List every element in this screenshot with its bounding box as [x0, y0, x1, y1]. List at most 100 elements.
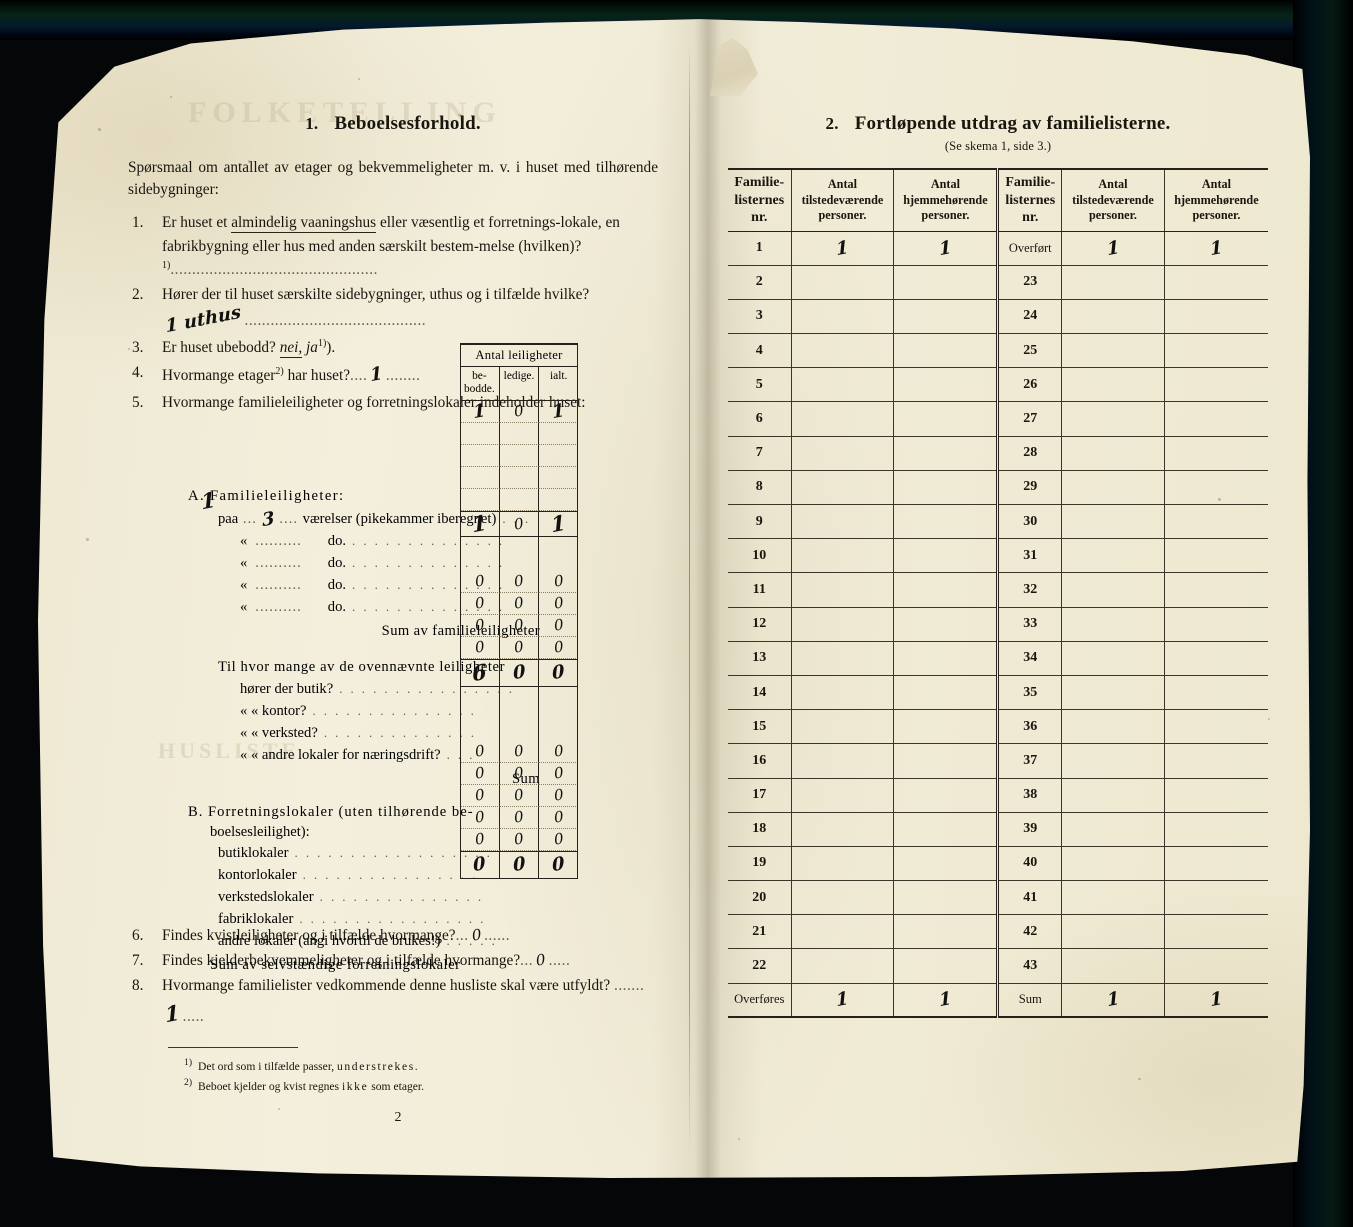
cell-resident-right-4[interactable]: [1164, 367, 1268, 403]
cell-nr-right-0[interactable]: Overført: [997, 231, 1063, 266]
cell-present-right-13[interactable]: [1061, 675, 1165, 711]
question-4-leader-post[interactable]: ........: [385, 367, 421, 385]
cell-nr-right-3[interactable]: 25: [997, 333, 1063, 369]
cell-resident-right-6[interactable]: [1164, 436, 1268, 471]
cell-a3-ledige[interactable]: [499, 466, 540, 489]
cell-b0-ledige[interactable]: 0: [499, 740, 540, 763]
cell-resident-left-11[interactable]: [893, 607, 1000, 642]
cell-p3-ialt[interactable]: 0: [539, 637, 579, 659]
cell-resident-left-21[interactable]: [893, 948, 1000, 984]
cell-resident-left-9[interactable]: [893, 538, 1000, 574]
cell-present-right-17[interactable]: [1061, 812, 1165, 847]
cell-present-left-22[interactable]: 1: [791, 983, 895, 1019]
cell-nr-right-8[interactable]: 30: [997, 504, 1063, 540]
cell-nr-right-11[interactable]: 33: [997, 607, 1063, 642]
cell-p0-bebodde[interactable]: 0: [460, 570, 500, 593]
cell-nr-left-11[interactable]: 12: [728, 607, 792, 642]
cell-b1-ialt[interactable]: 0: [539, 763, 579, 785]
cell-resident-right-21[interactable]: [1164, 948, 1268, 984]
cell-present-left-10[interactable]: [791, 572, 895, 608]
cell-resident-left-17[interactable]: [893, 812, 1000, 847]
cell-a4-ledige[interactable]: [499, 488, 540, 511]
cell-nr-left-12[interactable]: 13: [728, 641, 792, 676]
cell-resident-left-1[interactable]: [893, 265, 1000, 300]
question-8-handwritten-answer[interactable]: 1: [163, 999, 181, 1027]
cell-present-left-11[interactable]: [791, 607, 895, 642]
question-1-answer-leader[interactable]: ........................................…: [170, 260, 378, 278]
cell-present-right-2[interactable]: [1061, 299, 1165, 335]
cell-present-left-15[interactable]: [791, 743, 895, 779]
question-6-leader-post[interactable]: ......: [484, 926, 511, 944]
cell-present-left-14[interactable]: [791, 709, 895, 745]
cell-present-left-5[interactable]: [791, 401, 895, 437]
cell-resident-left-12[interactable]: [893, 641, 1000, 676]
cell-present-left-6[interactable]: [791, 436, 895, 471]
cell-resident-left-0[interactable]: 1: [893, 231, 1000, 266]
question-1-underlined-option[interactable]: almindelig vaaningshus: [231, 214, 377, 234]
cell-present-left-12[interactable]: [791, 641, 895, 676]
cell-resident-right-22[interactable]: 1: [1164, 983, 1268, 1019]
cell-b3-ledige[interactable]: 0: [499, 806, 540, 829]
cell-nr-left-20[interactable]: 21: [728, 914, 792, 950]
cell-nr-left-0[interactable]: 1: [728, 231, 792, 266]
cell-resident-right-12[interactable]: [1164, 641, 1268, 676]
cell-p0-ialt[interactable]: 0: [539, 571, 579, 593]
question-8-leader-pre[interactable]: .......: [614, 977, 645, 995]
cell-sumB-bebodde[interactable]: 0: [460, 850, 500, 879]
cell-resident-right-15[interactable]: [1164, 743, 1268, 779]
cell-a0-ialt[interactable]: 1: [539, 399, 579, 423]
cell-present-left-21[interactable]: [791, 948, 895, 984]
cell-a3-bebodde[interactable]: [460, 466, 500, 489]
cell-nr-right-22[interactable]: Sum: [997, 983, 1063, 1019]
cell-present-right-0[interactable]: 1: [1061, 231, 1165, 266]
group-a-rooms-value[interactable]: 3: [261, 507, 276, 531]
cell-present-right-16[interactable]: [1061, 778, 1165, 813]
cell-present-right-10[interactable]: [1061, 572, 1165, 608]
cell-nr-left-9[interactable]: 10: [728, 538, 792, 574]
cell-b2-ledige[interactable]: 0: [499, 784, 540, 807]
cell-present-left-19[interactable]: [791, 880, 895, 916]
cell-present-left-3[interactable]: [791, 333, 895, 369]
cell-present-right-6[interactable]: [1061, 436, 1165, 471]
cell-resident-right-9[interactable]: [1164, 538, 1268, 574]
cell-b4-ialt[interactable]: 0: [539, 829, 579, 851]
cell-sumB-ialt[interactable]: 0: [539, 850, 579, 879]
cell-nr-right-2[interactable]: 24: [997, 299, 1063, 335]
cell-b3-ialt[interactable]: 0: [539, 807, 579, 829]
question-7-leader-post[interactable]: .....: [548, 952, 571, 969]
cell-p2-ialt[interactable]: 0: [539, 615, 579, 637]
cell-resident-left-15[interactable]: [893, 743, 1000, 779]
cell-present-left-8[interactable]: [791, 504, 895, 540]
cell-present-right-15[interactable]: [1061, 743, 1165, 779]
question-6-leader-pre[interactable]: ...: [455, 926, 469, 944]
cell-present-right-1[interactable]: [1061, 265, 1165, 300]
cell-nr-left-18[interactable]: 19: [728, 846, 792, 882]
cell-resident-right-7[interactable]: [1164, 470, 1268, 506]
cell-nr-left-14[interactable]: 15: [728, 709, 792, 745]
cell-resident-left-16[interactable]: [893, 778, 1000, 813]
cell-nr-left-8[interactable]: 9: [728, 504, 792, 540]
cell-p1-bebodde[interactable]: 0: [460, 592, 500, 615]
cell-nr-left-15[interactable]: 16: [728, 743, 792, 779]
cell-present-left-9[interactable]: [791, 538, 895, 574]
cell-nr-right-17[interactable]: 39: [997, 812, 1063, 847]
cell-nr-left-16[interactable]: 17: [728, 778, 792, 813]
cell-a4-bebodde[interactable]: [460, 488, 500, 511]
cell-present-right-7[interactable]: [1061, 470, 1165, 506]
cell-present-left-4[interactable]: [791, 367, 895, 403]
cell-p1-ledige[interactable]: 0: [499, 592, 540, 615]
cell-b1-ledige[interactable]: 0: [499, 762, 540, 785]
cell-nr-right-12[interactable]: 34: [997, 641, 1063, 676]
cell-present-right-18[interactable]: [1061, 846, 1165, 882]
cell-present-right-8[interactable]: [1061, 504, 1165, 540]
question-2-answer-leader[interactable]: ........................................…: [244, 312, 427, 330]
cell-nr-right-20[interactable]: 42: [997, 914, 1063, 950]
cell-resident-left-13[interactable]: [893, 675, 1000, 711]
cell-sumA-ledige[interactable]: 0: [499, 510, 540, 537]
cell-p2-ledige[interactable]: 0: [499, 614, 540, 637]
cell-nr-right-14[interactable]: 36: [997, 709, 1063, 745]
cell-a1-bebodde[interactable]: [460, 422, 500, 445]
cell-sumP-bebodde[interactable]: 6: [460, 658, 500, 687]
cell-resident-left-22[interactable]: 1: [893, 983, 1000, 1019]
cell-nr-right-6[interactable]: 28: [997, 436, 1063, 471]
